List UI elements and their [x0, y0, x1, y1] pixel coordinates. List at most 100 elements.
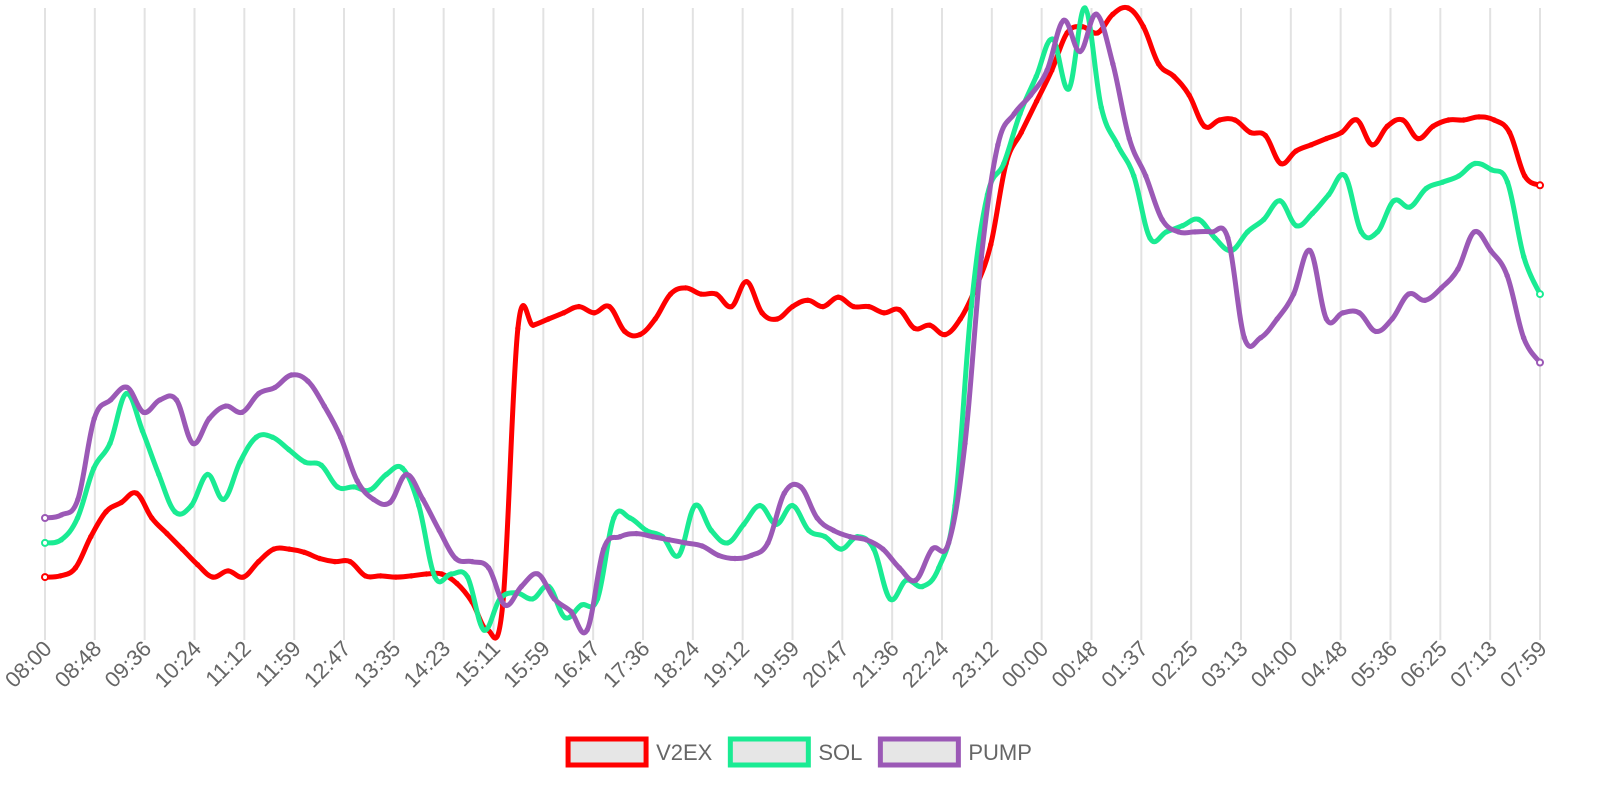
data-point[interactable] — [91, 415, 98, 422]
data-point[interactable] — [253, 434, 259, 440]
data-point[interactable] — [728, 303, 735, 310]
data-point[interactable] — [1536, 181, 1544, 190]
data-point[interactable] — [789, 303, 796, 310]
data-point[interactable] — [1066, 86, 1072, 92]
data-point[interactable] — [204, 471, 211, 478]
data-point[interactable] — [676, 552, 682, 559]
data-point[interactable] — [847, 534, 853, 540]
data-point[interactable] — [403, 471, 410, 478]
data-point[interactable] — [1208, 229, 1215, 235]
data-point[interactable] — [1456, 173, 1462, 179]
data-point[interactable] — [1430, 123, 1436, 129]
data-point[interactable] — [107, 440, 113, 447]
legend-item-sol[interactable]: SOL — [727, 736, 862, 768]
data-point[interactable] — [156, 471, 162, 478]
data-point[interactable] — [1175, 229, 1182, 235]
data-point[interactable] — [72, 565, 79, 571]
data-point[interactable] — [1323, 135, 1330, 142]
data-point[interactable] — [255, 390, 262, 397]
data-point[interactable] — [190, 440, 196, 447]
data-point[interactable] — [1407, 204, 1413, 210]
data-point[interactable] — [871, 546, 877, 552]
data-point[interactable] — [91, 465, 97, 471]
data-point[interactable] — [321, 403, 327, 409]
data-point[interactable] — [1358, 229, 1365, 235]
data-point[interactable] — [1293, 223, 1300, 229]
data-point[interactable] — [936, 565, 942, 571]
data-point[interactable] — [698, 291, 704, 297]
data-point[interactable] — [927, 322, 933, 328]
data-point[interactable] — [58, 512, 65, 518]
data-point[interactable] — [1339, 129, 1345, 136]
data-point[interactable] — [272, 384, 278, 391]
data-point[interactable] — [1196, 216, 1202, 223]
data-point[interactable] — [1471, 229, 1478, 235]
data-point[interactable] — [221, 496, 227, 503]
data-point[interactable] — [744, 279, 750, 285]
data-point[interactable] — [1179, 223, 1186, 229]
data-point[interactable] — [643, 527, 649, 534]
data-point[interactable] — [1405, 291, 1412, 297]
data-point[interactable] — [1212, 235, 1218, 241]
data-point[interactable] — [1186, 92, 1192, 98]
data-point[interactable] — [880, 546, 886, 552]
data-point[interactable] — [1326, 191, 1332, 198]
data-point[interactable] — [332, 558, 338, 565]
data-point[interactable] — [957, 316, 963, 322]
data-point[interactable] — [945, 540, 952, 546]
data-point[interactable] — [347, 558, 353, 565]
data-point[interactable] — [633, 530, 640, 537]
data-point[interactable] — [650, 534, 656, 540]
data-point[interactable] — [351, 484, 357, 490]
data-point[interactable] — [863, 537, 870, 543]
data-point[interactable] — [568, 608, 574, 614]
data-point[interactable] — [1171, 73, 1177, 80]
data-point[interactable] — [302, 459, 308, 465]
data-point[interactable] — [1422, 297, 1428, 303]
data-point[interactable] — [699, 543, 705, 549]
data-point[interactable] — [1225, 235, 1231, 241]
data-point[interactable] — [913, 577, 919, 583]
data-point[interactable] — [1384, 123, 1391, 129]
data-point[interactable] — [288, 372, 295, 378]
data-point[interactable] — [1373, 328, 1379, 335]
data-point[interactable] — [485, 565, 492, 571]
data-point[interactable] — [1536, 358, 1544, 367]
data-point[interactable] — [518, 583, 525, 590]
data-point[interactable] — [1163, 229, 1170, 235]
data-point[interactable] — [164, 530, 170, 537]
data-point[interactable] — [732, 555, 738, 562]
data-point[interactable] — [362, 573, 369, 579]
data-point[interactable] — [1521, 254, 1527, 260]
data-point[interactable] — [305, 378, 311, 384]
data-point[interactable] — [88, 534, 94, 540]
data-point[interactable] — [173, 397, 180, 403]
data-point[interactable] — [887, 596, 893, 602]
data-point[interactable] — [140, 409, 147, 415]
data-point[interactable] — [606, 303, 613, 310]
data-point[interactable] — [1307, 247, 1313, 254]
data-point[interactable] — [822, 534, 828, 540]
data-point[interactable] — [1216, 117, 1223, 123]
data-point[interactable] — [713, 291, 719, 297]
data-point[interactable] — [103, 509, 109, 515]
data-point[interactable] — [995, 142, 1001, 148]
data-point[interactable] — [481, 627, 487, 633]
data-point[interactable] — [652, 316, 658, 322]
data-point[interactable] — [223, 403, 229, 409]
data-point[interactable] — [929, 546, 935, 552]
data-point[interactable] — [757, 502, 763, 509]
data-point[interactable] — [139, 428, 146, 434]
data-point[interactable] — [423, 571, 430, 577]
data-point[interactable] — [301, 549, 307, 555]
data-point[interactable] — [781, 490, 787, 496]
data-point[interactable] — [416, 502, 422, 509]
data-point[interactable] — [978, 254, 985, 260]
data-point[interactable] — [118, 499, 125, 506]
data-point[interactable] — [1506, 129, 1513, 136]
data-point[interactable] — [1110, 61, 1116, 67]
legend-item-pump[interactable]: PUMP — [877, 736, 1032, 768]
data-point[interactable] — [1389, 316, 1395, 322]
data-point[interactable] — [576, 303, 582, 310]
data-point[interactable] — [124, 384, 130, 391]
